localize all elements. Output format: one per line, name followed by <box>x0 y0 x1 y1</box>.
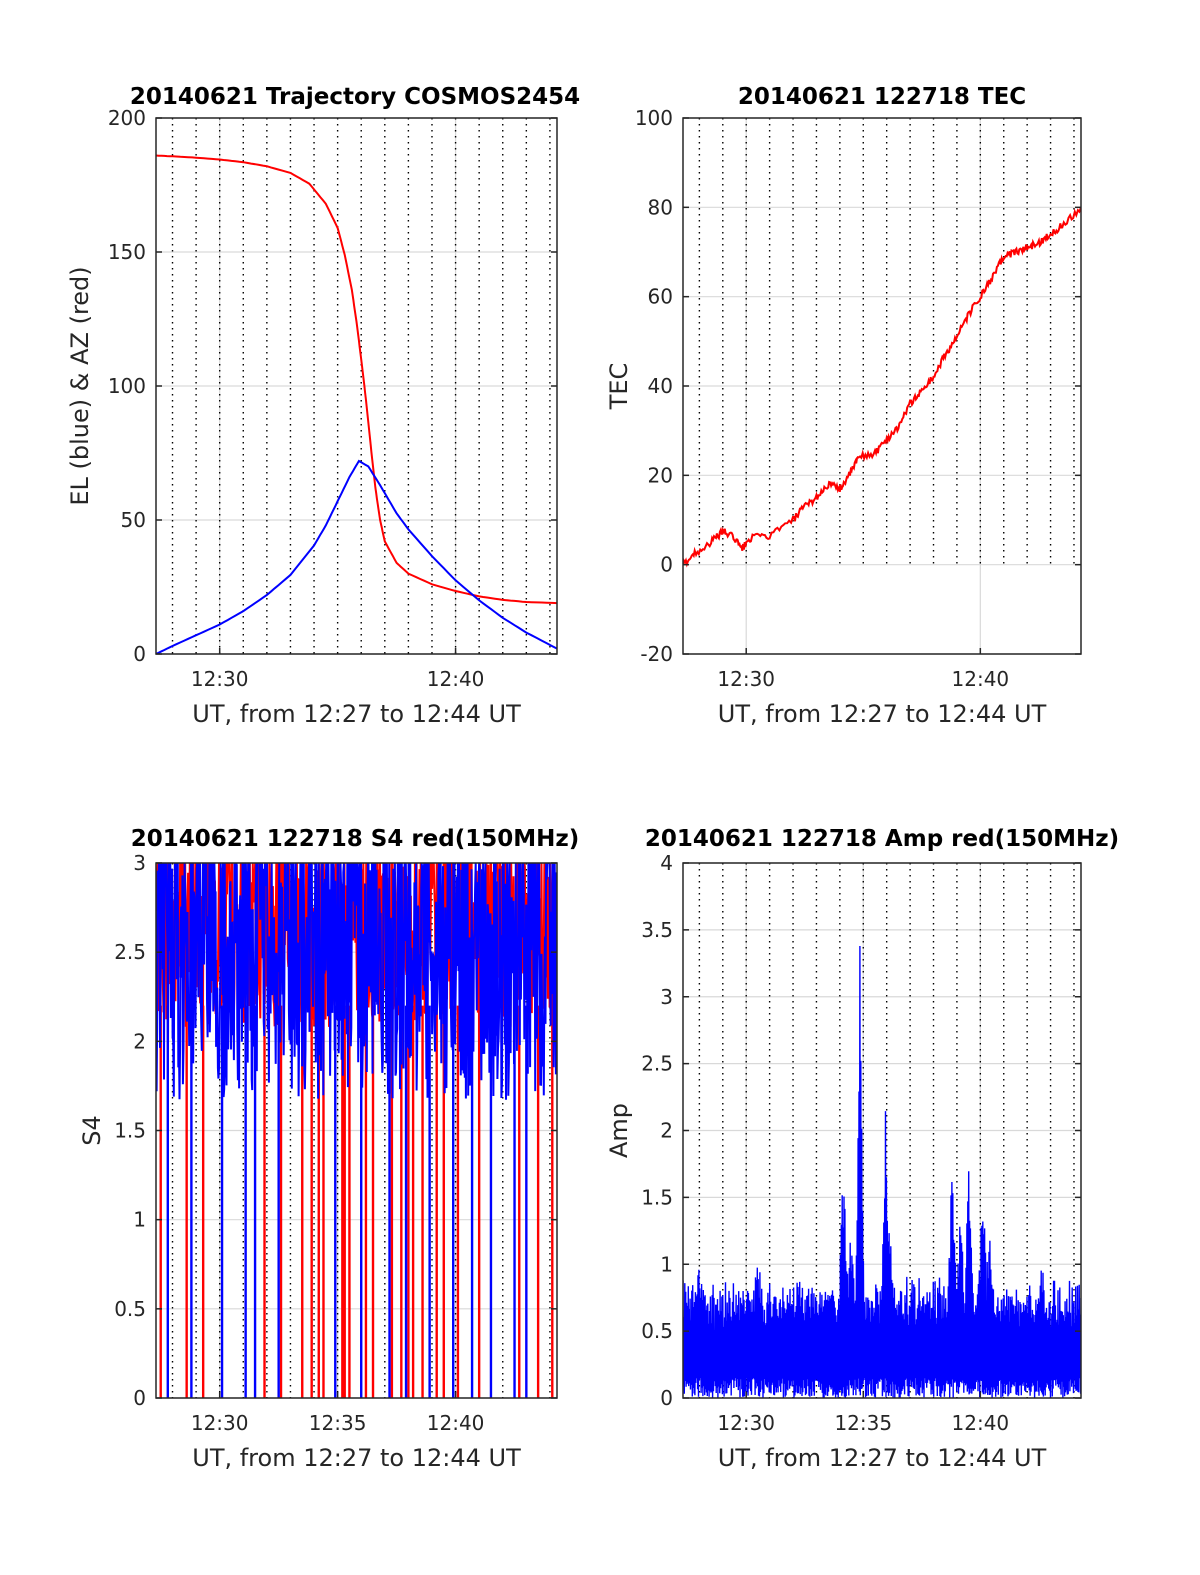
y-tick-label: 40 <box>648 374 673 398</box>
x-axis-label: UT, from 12:27 to 12:44 UT <box>192 700 521 728</box>
y-tick-label: 1.5 <box>114 1119 146 1143</box>
x-tick-label: 12:40 <box>427 667 485 691</box>
y-tick-label: 2 <box>133 1029 146 1053</box>
y-tick-label: 0.5 <box>114 1297 146 1321</box>
series-group <box>683 206 1081 568</box>
series-line-amp <box>683 945 1081 1398</box>
y-tick-label: 0 <box>133 642 146 666</box>
chart-title: 20140621 Trajectory COSMOS2454 <box>130 84 580 110</box>
series-group <box>683 945 1081 1398</box>
x-tick-label: 12:30 <box>717 667 775 691</box>
y-tick-label: 1 <box>660 1252 673 1276</box>
x-tick-label: 12:30 <box>717 1411 775 1435</box>
series-line-el <box>156 459 557 654</box>
chart-amp: 0 0.5 1 1.5 2 2.5 3 3.5 4 12:30 12:35 12:40 20140621… <box>605 826 1119 1472</box>
y-axis-label: Amp <box>605 1103 633 1158</box>
series-line-blue <box>156 863 557 1100</box>
y-tick-label: 2 <box>660 1119 673 1143</box>
y-tick-label: 1.5 <box>641 1185 673 1209</box>
chart-title: 20140621 122718 Amp red(150MHz) <box>645 826 1119 852</box>
x-tick-label: 12:30 <box>191 667 249 691</box>
y-tick-label: 100 <box>635 106 673 130</box>
x-axis-label: UT, from 12:27 to 12:44 UT <box>192 1444 521 1472</box>
series-group <box>156 154 557 654</box>
y-tick-label: 0 <box>660 1386 673 1410</box>
y-tick-label: 20 <box>648 463 673 487</box>
series-line-tec <box>683 206 1081 568</box>
y-tick-label: 2.5 <box>641 1052 673 1076</box>
x-tick-label: 12:40 <box>952 667 1010 691</box>
y-axis-label: S4 <box>78 1115 106 1146</box>
x-tick-label: 12:35 <box>834 1411 892 1435</box>
series-group <box>156 863 557 1398</box>
y-tick-label: 4 <box>660 851 673 875</box>
x-axis-label: UT, from 12:27 to 12:44 UT <box>718 1444 1047 1472</box>
y-tick-label: 200 <box>108 106 146 130</box>
y-tick-label: -20 <box>640 642 673 666</box>
chart-title: 20140621 122718 TEC <box>738 84 1026 110</box>
x-axis-label: UT, from 12:27 to 12:44 UT <box>718 700 1047 728</box>
y-tick-label: 80 <box>648 195 673 219</box>
y-tick-label: 0 <box>660 553 673 577</box>
y-axis-label: TEC <box>605 363 633 411</box>
y-tick-label: 2.5 <box>114 940 146 964</box>
y-tick-label: 0 <box>133 1386 146 1410</box>
y-tick-label: 3 <box>133 851 146 875</box>
y-tick-label: 50 <box>121 508 146 532</box>
y-tick-label: 1 <box>133 1208 146 1232</box>
x-tick-label: 12:40 <box>952 1411 1010 1435</box>
chart-s4: 0 0.5 1 1.5 2 2.5 3 12:30 12:35 12:40 20140621 122… <box>78 826 579 1472</box>
y-tick-label: 60 <box>648 285 673 309</box>
x-tick-label: 12:30 <box>191 1411 249 1435</box>
y-tick-label: 0.5 <box>641 1319 673 1343</box>
y-tick-label: 150 <box>108 240 146 264</box>
x-tick-label: 12:40 <box>427 1411 485 1435</box>
y-tick-label: 3 <box>660 985 673 1009</box>
chart-tec: -20 0 20 40 60 80 100 12:30 12:40 20140621 122718… <box>605 84 1082 728</box>
y-tick-label: 3.5 <box>641 918 673 942</box>
series-line-az <box>156 154 557 605</box>
x-tick-label: 12:35 <box>309 1411 367 1435</box>
chart-title: 20140621 122718 S4 red(150MHz) <box>131 826 580 852</box>
y-tick-label: 100 <box>108 374 146 398</box>
y-axis-label: EL (blue) & AZ (red) <box>66 266 94 505</box>
chart-traj: 0 50 100 150 200 12:30 12:40 20140621 Trajector… <box>66 84 580 728</box>
